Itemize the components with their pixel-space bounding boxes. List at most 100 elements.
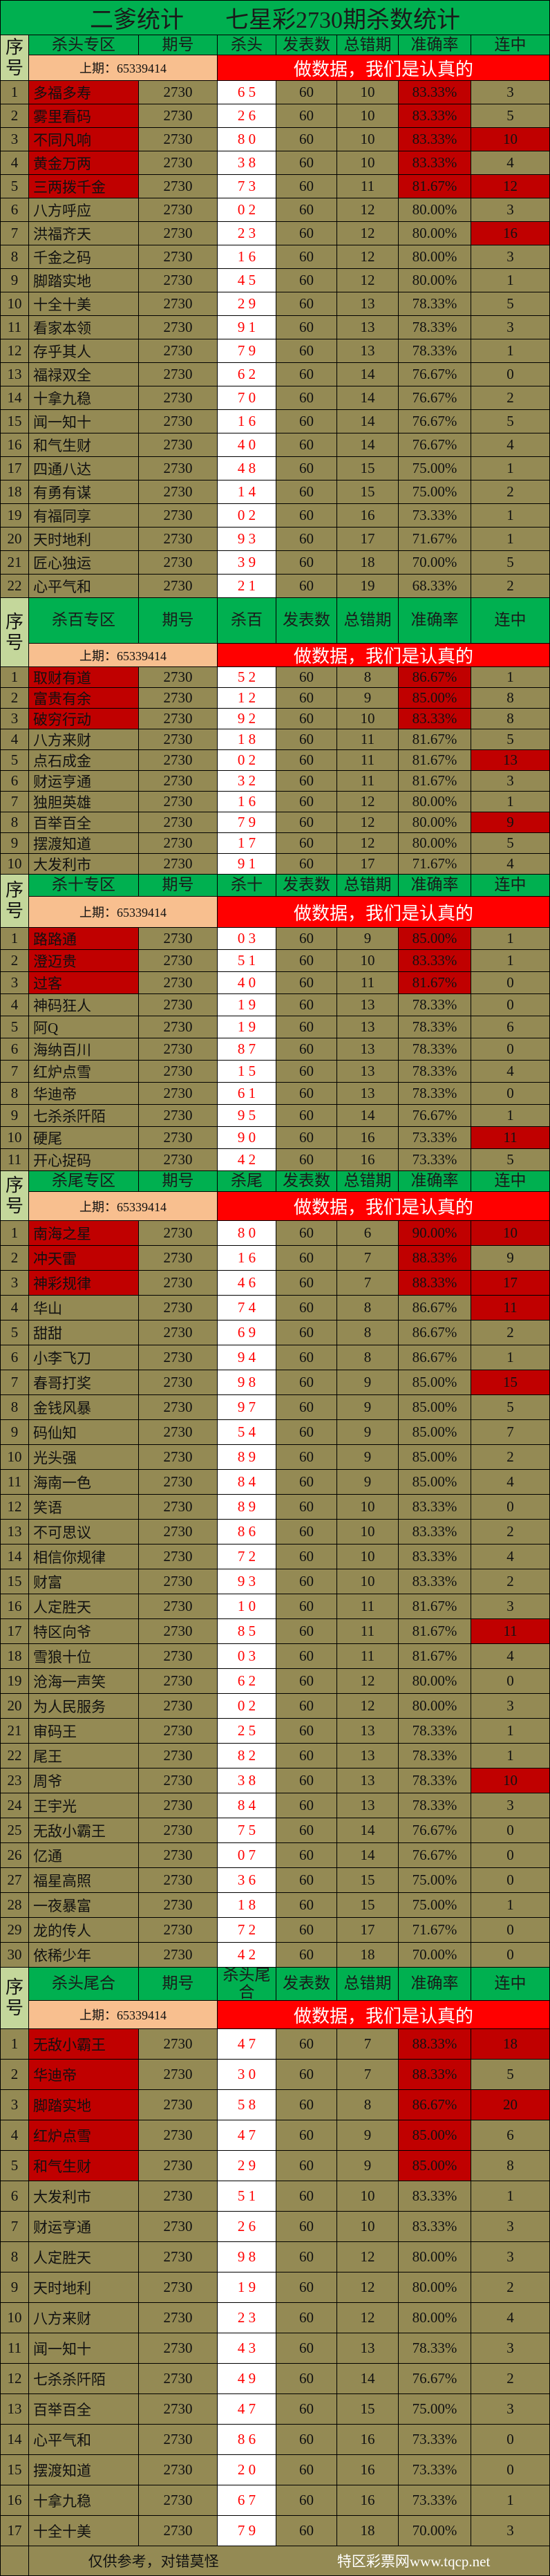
row-number: 11 [0, 316, 29, 339]
kill-header: 杀头尾合 [218, 1968, 276, 2001]
streak: 0 [471, 972, 550, 994]
streak: 0 [471, 1868, 550, 1893]
error-count: 15 [337, 1868, 399, 1893]
accuracy: 75.00% [399, 2394, 471, 2425]
period: 2730 [139, 972, 218, 994]
errors-header: 总错期 [337, 598, 399, 644]
streak: 0 [471, 1083, 550, 1105]
kill-numbers: 3 8 [218, 151, 276, 175]
period: 2730 [139, 1818, 218, 1843]
row-number: 11 [0, 1470, 29, 1495]
streak: 3 [471, 771, 550, 792]
error-count: 6 [337, 1221, 399, 1246]
errors-header: 总错期 [337, 875, 399, 897]
accuracy: 76.67% [399, 363, 471, 386]
accuracy: 80.00% [399, 2303, 471, 2333]
accuracy: 73.33% [399, 2425, 471, 2455]
accuracy: 85.00% [399, 2151, 471, 2181]
row-number: 20 [0, 528, 29, 551]
accuracy: 83.33% [399, 950, 471, 972]
streak: 1 [471, 1744, 550, 1768]
errors-header: 总错期 [337, 1968, 399, 2001]
streak: 0 [471, 1038, 550, 1061]
posts-count: 60 [276, 972, 337, 994]
expert-name: 依稀少年 [29, 1943, 139, 1968]
period: 2730 [139, 1016, 218, 1038]
expert-name: 大发利市 [29, 854, 139, 875]
streak: 4 [471, 1061, 550, 1083]
row-number: 20 [0, 1694, 29, 1719]
posts-count: 60 [276, 1395, 337, 1420]
row-number: 23 [0, 1768, 29, 1793]
index-header: 序号 [0, 1968, 29, 2029]
error-count: 16 [337, 504, 399, 528]
posts-count: 60 [276, 1127, 337, 1149]
error-count: 10 [337, 2212, 399, 2242]
expert-name: 王宇光 [29, 1793, 139, 1818]
kill-numbers: 0 3 [218, 1644, 276, 1669]
streak: 11 [471, 1619, 550, 1644]
posts-count: 60 [276, 750, 337, 771]
kill-numbers: 8 6 [218, 2425, 276, 2455]
expert-name: 福禄双全 [29, 363, 139, 386]
streak: 2 [471, 1445, 550, 1470]
kill-numbers: 8 7 [218, 1038, 276, 1061]
streak: 0 [471, 1669, 550, 1694]
period: 2730 [139, 1395, 218, 1420]
index-header: 序号 [0, 1171, 29, 1221]
period: 2730 [139, 2364, 218, 2394]
period-header: 期号 [139, 1968, 218, 2001]
expert-name: 八方来财 [29, 2303, 139, 2333]
streak: 8 [471, 688, 550, 709]
index-header: 序号 [0, 35, 29, 81]
kill-numbers: 7 9 [218, 812, 276, 833]
accuracy: 81.67% [399, 1644, 471, 1669]
accuracy: 80.00% [399, 198, 471, 222]
accuracy: 70.00% [399, 1943, 471, 1968]
error-count: 9 [337, 1445, 399, 1470]
accuracy: 81.67% [399, 175, 471, 198]
expert-name: 大发利市 [29, 2181, 139, 2212]
error-count: 12 [337, 1694, 399, 1719]
period: 2730 [139, 812, 218, 833]
expert-name: 七杀杀阡陌 [29, 1105, 139, 1127]
posts-count: 60 [276, 1445, 337, 1470]
period-header: 期号 [139, 875, 218, 897]
accuracy: 86.67% [399, 1320, 471, 1345]
streak: 1 [471, 1345, 550, 1370]
accuracy: 83.33% [399, 128, 471, 151]
kill-numbers: 4 6 [218, 1271, 276, 1296]
row-number: 29 [0, 1918, 29, 1943]
kill-numbers: 4 7 [218, 2394, 276, 2425]
accuracy: 85.00% [399, 2120, 471, 2151]
footer: 仅供参考，对错莫怪 特区彩票网www.tqcp.net [0, 2546, 550, 2576]
error-count: 15 [337, 480, 399, 504]
row-number: 18 [0, 480, 29, 504]
accuracy: 86.67% [399, 667, 471, 688]
stats-sections: 序号 杀头专区 期号 杀头 发表数 总错期 准确率 连中 上期：65339414 做数据，我们是认… [0, 35, 550, 2546]
row-number: 14 [0, 1544, 29, 1569]
kill-numbers: 7 0 [218, 386, 276, 410]
streak: 1 [471, 950, 550, 972]
accuracy: 78.33% [399, 339, 471, 363]
posts-count: 60 [276, 2029, 337, 2060]
streak: 6 [471, 2120, 550, 2151]
posts-count: 60 [276, 1843, 337, 1868]
row-number: 4 [0, 729, 29, 750]
period: 2730 [139, 316, 218, 339]
posts-count: 60 [276, 528, 337, 551]
posts-count: 60 [276, 1320, 337, 1345]
posts-count: 60 [276, 2060, 337, 2090]
posts-count: 60 [276, 175, 337, 198]
expert-name: 黄金万两 [29, 151, 139, 175]
error-count: 13 [337, 1083, 399, 1105]
row-number: 4 [0, 994, 29, 1016]
accuracy: 78.33% [399, 292, 471, 316]
kill-numbers: 6 9 [218, 1320, 276, 1345]
streak: 2 [471, 2364, 550, 2394]
period: 2730 [139, 104, 218, 128]
accuracy-header: 准确率 [399, 875, 471, 897]
accuracy: 73.33% [399, 1149, 471, 1171]
kill-numbers: 2 6 [218, 104, 276, 128]
expert-name: 神彩规律 [29, 1271, 139, 1296]
